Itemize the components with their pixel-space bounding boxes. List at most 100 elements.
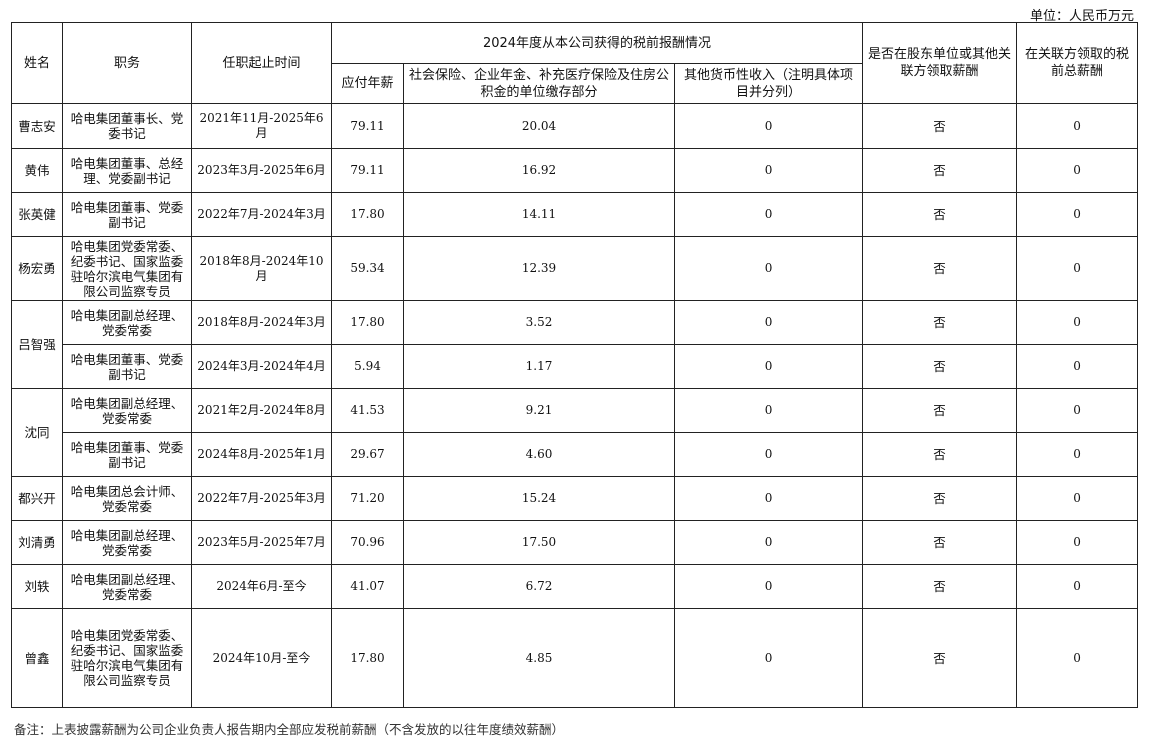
cell-salary: 17.80 xyxy=(331,608,404,708)
cell-salary: 17.80 xyxy=(331,192,404,237)
cell-insurance: 17.50 xyxy=(403,520,675,565)
cell-other: 0 xyxy=(673,148,864,193)
cell-other: 0 xyxy=(673,520,864,565)
cell-other: 0 xyxy=(673,476,864,521)
cell-related-total: 0 xyxy=(1016,344,1139,389)
cell-name: 刘轶 xyxy=(11,564,63,609)
header-salary: 应付年薪 xyxy=(331,63,404,104)
cell-related: 否 xyxy=(862,236,1018,301)
table-row: 曾鑫 哈电集团党委常委、纪委书记、国家监委驻哈尔滨电气集团有限公司监察专员 2024… xyxy=(11,608,1139,708)
cell-other: 0 xyxy=(673,103,864,149)
cell-other: 0 xyxy=(673,608,864,708)
cell-term: 2018年8月-2024年10月 xyxy=(191,236,332,301)
table-row: 刘清勇 哈电集团副总经理、党委常委 2023年5月-2025年7月 70.96 17.5… xyxy=(11,520,1139,565)
cell-position: 哈电集团党委常委、纪委书记、国家监委驻哈尔滨电气集团有限公司监察专员 xyxy=(62,608,192,708)
cell-related: 否 xyxy=(862,432,1018,477)
cell-salary: 71.20 xyxy=(331,476,404,521)
cell-position: 哈电集团副总经理、党委常委 xyxy=(62,520,192,565)
cell-insurance: 4.85 xyxy=(403,608,675,708)
cell-name: 曾鑫 xyxy=(11,608,63,708)
table-row: 哈电集团董事、党委副书记 2024年3月-2024年4月 5.94 1.17 0 否 0 xyxy=(12,344,1139,389)
cell-term: 2021年11月-2025年6月 xyxy=(191,103,332,149)
header-position: 职务 xyxy=(62,22,192,104)
cell-other: 0 xyxy=(673,388,864,433)
compensation-table: 姓名 职务 任职起止时间 2024年度从本公司获得的税前报酬情况 是否在股东单位… xyxy=(11,22,1139,708)
cell-related: 否 xyxy=(862,388,1018,433)
cell-insurance: 4.60 xyxy=(403,432,675,477)
cell-position: 哈电集团董事长、党委书记 xyxy=(62,103,192,149)
cell-position: 哈电集团党委常委、纪委书记、国家监委驻哈尔滨电气集团有限公司监察专员 xyxy=(62,236,192,301)
table-row: 哈电集团董事、党委副书记 2024年8月-2025年1月 29.67 4.60 0 否 0 xyxy=(12,432,1139,477)
cell-term: 2018年8月-2024年3月 xyxy=(191,300,332,345)
table-row: 都兴开 哈电集团总会计师、党委常委 2022年7月-2025年3月 71.20 15.2… xyxy=(11,476,1139,521)
cell-name: 杨宏勇 xyxy=(11,236,63,301)
cell-insurance: 12.39 xyxy=(403,236,675,301)
cell-position: 哈电集团副总经理、党委常委 xyxy=(62,564,192,609)
cell-salary: 5.94 xyxy=(331,344,404,389)
header-term: 任职起止时间 xyxy=(191,22,332,104)
table-row: 黄伟 哈电集团董事、总经理、党委副书记 2023年3月-2025年6月 79.11 16… xyxy=(11,148,1139,193)
cell-position: 哈电集团副总经理、党委常委 xyxy=(62,300,192,345)
cell-position: 哈电集团总会计师、党委常委 xyxy=(62,476,192,521)
cell-related: 否 xyxy=(862,608,1018,708)
cell-related-total: 0 xyxy=(1016,432,1139,477)
cell-name: 刘清勇 xyxy=(11,520,63,565)
header-related-total: 在关联方领取的税前总薪酬 xyxy=(1016,22,1139,104)
cell-related: 否 xyxy=(862,344,1018,389)
cell-salary: 41.07 xyxy=(331,564,404,609)
header-insurance: 社会保险、企业年金、补充医疗保险及住房公积金的单位缴存部分 xyxy=(403,63,675,104)
cell-insurance: 16.92 xyxy=(403,148,675,193)
table-row: 吕智强 哈电集团副总经理、党委常委 2018年8月-2024年3月 17.80 3.52… xyxy=(11,300,1139,389)
cell-other: 0 xyxy=(673,564,864,609)
header-related: 是否在股东单位或其他关联方领取薪酬 xyxy=(862,22,1018,104)
cell-name: 沈同 xyxy=(11,388,63,477)
cell-term: 2024年6月-至今 xyxy=(191,564,332,609)
cell-related: 否 xyxy=(862,520,1018,565)
cell-position: 哈电集团董事、党委副书记 xyxy=(62,344,192,389)
cell-related-total: 0 xyxy=(1016,192,1139,237)
cell-insurance: 6.72 xyxy=(403,564,675,609)
cell-other: 0 xyxy=(673,192,864,237)
header-group: 2024年度从本公司获得的税前报酬情况 xyxy=(330,22,864,64)
cell-related: 否 xyxy=(862,148,1018,193)
header-name: 姓名 xyxy=(11,22,63,104)
cell-other: 0 xyxy=(673,300,864,345)
cell-insurance: 14.11 xyxy=(403,192,675,237)
cell-related-total: 0 xyxy=(1016,608,1139,708)
cell-related-total: 0 xyxy=(1016,476,1139,521)
cell-related-total: 0 xyxy=(1016,564,1139,609)
cell-other: 0 xyxy=(673,236,864,301)
cell-related-total: 0 xyxy=(1016,148,1139,193)
cell-salary: 79.11 xyxy=(331,103,404,149)
cell-name: 张英健 xyxy=(11,192,63,237)
cell-term: 2023年3月-2025年6月 xyxy=(191,148,332,193)
unit-label: 单位：人民币万元 xyxy=(1029,9,1134,24)
cell-salary: 79.11 xyxy=(331,148,404,193)
cell-insurance: 9.21 xyxy=(403,388,675,433)
cell-related-total: 0 xyxy=(1016,520,1139,565)
cell-position: 哈电集团副总经理、党委常委 xyxy=(62,388,192,433)
footnote: 备注：上表披露薪酬为公司企业负责人报告期内全部应发税前薪酬（不含发放的以往年度绩… xyxy=(14,722,565,737)
cell-term: 2024年10月-至今 xyxy=(191,608,332,708)
cell-related: 否 xyxy=(862,300,1018,345)
cell-insurance: 15.24 xyxy=(403,476,675,521)
cell-insurance: 3.52 xyxy=(403,300,675,345)
table-row: 刘轶 哈电集团副总经理、党委常委 2024年6月-至今 41.07 6.72 0 否 0 xyxy=(11,564,1139,609)
cell-other: 0 xyxy=(673,432,864,477)
cell-related: 否 xyxy=(862,192,1018,237)
cell-other: 0 xyxy=(673,344,864,389)
cell-salary: 41.53 xyxy=(331,388,404,433)
cell-salary: 17.80 xyxy=(331,300,404,345)
cell-term: 2022年7月-2025年3月 xyxy=(191,476,332,521)
cell-name: 吕智强 xyxy=(11,300,63,389)
cell-related: 否 xyxy=(862,476,1018,521)
cell-position: 哈电集团董事、党委副书记 xyxy=(62,192,192,237)
cell-related: 否 xyxy=(862,103,1018,149)
cell-name: 黄伟 xyxy=(11,148,63,193)
cell-related-total: 0 xyxy=(1016,103,1139,149)
table-row: 曹志安 哈电集团董事长、党委书记 2021年11月-2025年6月 79.11 20.0… xyxy=(11,103,1139,149)
cell-related-total: 0 xyxy=(1016,236,1139,301)
cell-term: 2022年7月-2024年3月 xyxy=(191,192,332,237)
table-row: 杨宏勇 哈电集团党委常委、纪委书记、国家监委驻哈尔滨电气集团有限公司监察专员 201… xyxy=(11,236,1139,301)
cell-salary: 59.34 xyxy=(331,236,404,301)
